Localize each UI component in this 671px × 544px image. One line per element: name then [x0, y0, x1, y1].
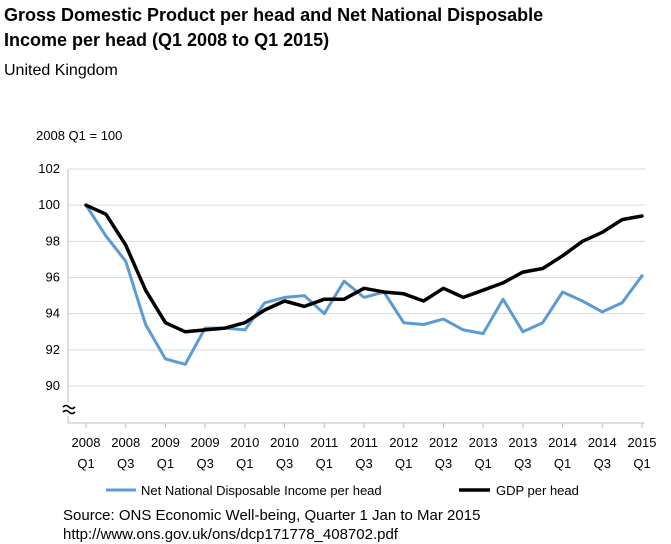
x-tick-quarter: Q3 — [355, 456, 372, 471]
x-tick-year: 2010 — [270, 435, 299, 450]
chart-title-line1: Gross Domestic Product per head and Net … — [4, 5, 544, 25]
x-tick-quarter: Q1 — [554, 456, 571, 471]
chart-title-line2: Income per head (Q1 2008 to Q1 2015) — [4, 30, 330, 50]
x-tick-quarter: Q3 — [196, 456, 213, 471]
y-tick-92: 92 — [46, 342, 60, 357]
y-tick-98: 98 — [46, 233, 60, 248]
x-tick-quarter: Q1 — [157, 456, 174, 471]
series-line-nndi-per-head — [84, 203, 644, 366]
x-tick-quarter: Q1 — [474, 456, 491, 471]
y-tick-100: 100 — [38, 197, 60, 212]
x-tick-year: 2008 — [111, 435, 140, 450]
x-tick-year: 2008 — [72, 435, 101, 450]
chart-subtitle: United Kingdom — [4, 62, 118, 79]
legend: Net National Disposable Income per head G… — [106, 483, 579, 498]
y-axis-label: 2008 Q1 = 100 — [36, 128, 122, 143]
x-tick-year: 2011 — [350, 435, 378, 450]
source-line2: http://www.ons.gov.uk/ons/dcp171778_4087… — [63, 526, 398, 543]
x-tick-quarter: Q1 — [236, 456, 253, 471]
x-tick-year: 2014 — [588, 435, 617, 450]
x-tick-quarter: Q3 — [514, 456, 531, 471]
y-tick-96: 96 — [46, 270, 60, 285]
x-tick-year: 2013 — [469, 435, 498, 450]
x-tick-year: 2009 — [191, 435, 220, 450]
x-tick-quarter: Q3 — [276, 456, 293, 471]
x-tick-year: 2009 — [151, 435, 180, 450]
series-lines — [84, 203, 644, 366]
x-tick-quarter: Q3 — [594, 456, 611, 471]
x-tick-year: 2015 — [628, 435, 657, 450]
chart-title: Gross Domestic Product per head and Net … — [4, 3, 664, 53]
x-tick-quarter: Q3 — [117, 456, 134, 471]
y-tick-94: 94 — [46, 306, 60, 321]
x-tick-quarter: Q1 — [316, 456, 333, 471]
x-tick-year: 2014 — [548, 435, 577, 450]
source-note: Source: ONS Economic Well-being, Quarter… — [63, 506, 480, 544]
x-tick-year: 2013 — [508, 435, 537, 450]
x-tick-quarter: Q3 — [435, 456, 452, 471]
x-tick-quarter: Q1 — [395, 456, 412, 471]
x-tick-year: 2012 — [429, 435, 458, 450]
series-line-gdp-per-head — [84, 203, 644, 334]
x-tick-labels: 2008 Q1 2008 Q3 2009 Q1 2009 Q3 2010 Q1 2010 Q3 2011… — [72, 423, 657, 471]
y-tick-90: 90 — [46, 378, 60, 393]
x-tick-year: 2010 — [230, 435, 259, 450]
axes — [62, 169, 645, 424]
x-tick-year: 2012 — [389, 435, 418, 450]
gridlines — [68, 168, 645, 387]
y-tick-102: 102 — [38, 161, 60, 176]
axis-break-mark — [62, 404, 76, 415]
x-tick-quarter: Q1 — [633, 456, 650, 471]
source-line1: Source: ONS Economic Well-being, Quarter… — [63, 507, 481, 524]
y-tick-labels: 90 92 94 96 98 100 102 — [38, 161, 60, 393]
x-tick-quarter: Q1 — [77, 456, 94, 471]
legend-label-1: GDP per head — [496, 483, 579, 498]
legend-label-0: Net National Disposable Income per head — [141, 483, 382, 498]
x-tick-year: 2011 — [310, 435, 338, 450]
